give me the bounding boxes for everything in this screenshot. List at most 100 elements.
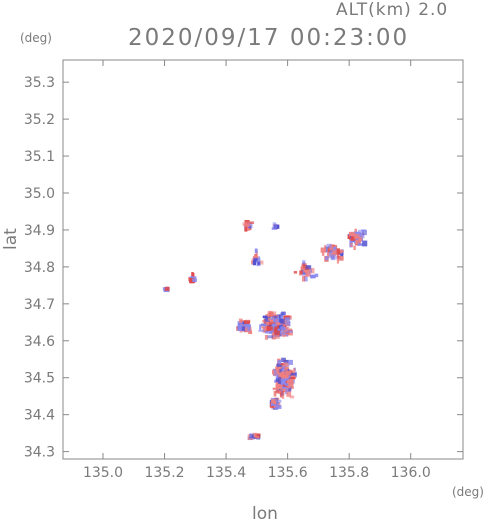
data-point [271,336,277,340]
x-tick-label: 135.2 [144,465,184,481]
data-point [275,402,279,407]
data-point [279,368,282,374]
data-point [290,377,296,380]
data-point [264,316,270,322]
data-point [277,376,283,382]
data-point [249,221,255,224]
data-point [254,248,258,254]
data-point [279,391,285,396]
data-point [288,386,292,392]
data-point [330,254,335,261]
data-point [252,260,257,266]
data-point [262,320,267,323]
data-point [283,327,290,330]
data-point [321,251,325,256]
data-point [247,228,251,231]
data-point [281,357,286,363]
data-point [278,381,282,384]
data-point [286,384,291,389]
data-point [282,388,288,393]
data-point [257,261,261,266]
data-point [249,433,252,438]
data-point [280,378,286,384]
data-point [276,388,283,391]
data-point [288,328,293,332]
data-point [288,359,293,365]
data-point [287,378,294,382]
data-point [282,332,286,336]
data-point [277,318,280,323]
data-point [259,324,262,330]
data-point [276,368,281,375]
data-point [258,329,265,332]
data-point [275,322,281,326]
data-point [362,230,367,236]
data-point [279,331,282,337]
data-point [304,275,308,282]
data-point [359,237,363,242]
data-point [333,251,339,255]
data-point [283,328,287,332]
data-point [305,267,312,274]
y-tick-label: 35.2 [24,112,55,128]
data-point [268,321,273,327]
data-point [274,329,280,336]
data-point [283,333,289,337]
data-point [272,315,278,319]
data-point [301,267,306,270]
data-point [265,330,271,334]
y-tick-label: 35.3 [24,75,55,91]
data-point [274,223,277,230]
data-point [243,326,248,331]
data-point [349,239,353,245]
data-point [336,258,339,264]
data-point [285,334,289,337]
data-point [358,239,361,243]
data-point [285,377,290,380]
data-point [274,397,279,403]
data-point [285,386,289,392]
data-point [267,318,271,321]
data-point [248,226,252,229]
data-point [261,326,264,329]
data-point [271,323,277,327]
x-axis-label: lon [252,504,278,524]
data-point [257,260,264,265]
data-point [269,331,273,334]
data-point [280,388,284,391]
y-tick-label: 35.0 [24,186,55,202]
altitude-label: ALT(km) 2.0 [336,0,449,20]
data-point [289,395,295,399]
data-point [270,403,276,407]
data-point [282,374,289,378]
chart-title-datetime: 2020/09/17 00:23:00 [128,25,410,51]
x-tick-label: 135.8 [329,465,369,481]
data-point [272,401,276,404]
data-point [238,318,243,323]
data-point [283,362,289,367]
data-point [285,321,290,326]
x-tick-label: 136.0 [391,465,431,481]
data-point [281,323,287,329]
y-tick-label: 34.6 [24,334,55,350]
data-point [255,250,258,257]
data-point [276,378,280,383]
data-point [248,330,253,334]
data-point [361,229,367,232]
data-point [246,325,251,332]
data-point [337,255,344,261]
data-point [275,390,280,394]
data-point [362,240,368,247]
data-point [338,250,344,253]
data-point [292,368,296,373]
data-point [253,256,258,262]
data-point [281,395,285,399]
x-tick-label: 135.6 [268,465,308,481]
data-point [284,383,289,386]
data-point [267,335,274,339]
data-point [275,404,282,409]
data-point [354,228,358,235]
data-point [266,326,270,331]
data-point [242,222,248,226]
